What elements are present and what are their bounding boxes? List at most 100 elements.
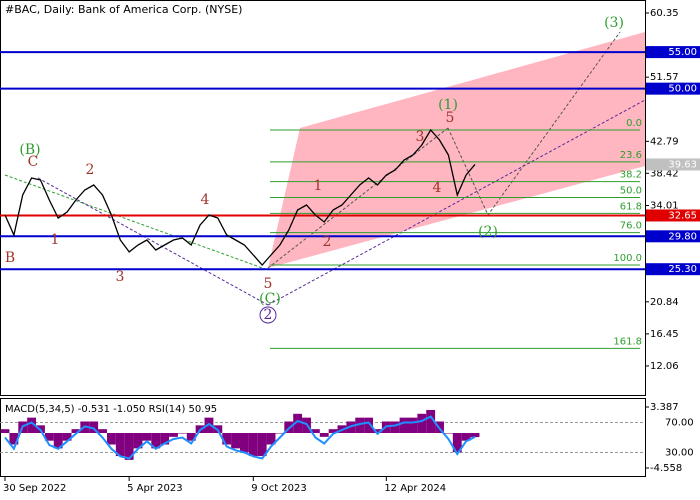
wave-line — [267, 127, 449, 269]
level-box — [646, 230, 700, 243]
macd-bar — [408, 417, 418, 434]
macd-bar — [310, 429, 320, 434]
level-label: 25.30 — [668, 264, 697, 275]
macd-bar — [151, 433, 161, 449]
y-tick-label: 34.01 — [650, 201, 679, 212]
x-tick-label: 5 Apr 2023 — [127, 483, 182, 494]
price-channel — [268, 32, 645, 268]
level-box — [646, 209, 700, 222]
wave-label: 3 — [116, 269, 125, 285]
macd-bar — [231, 433, 240, 449]
y-tick-label: 38.42 — [650, 168, 679, 179]
level-label: 50.00 — [668, 84, 697, 95]
wave-label: 4 — [201, 192, 210, 208]
fib-label: 23.6 — [620, 150, 642, 161]
macd-bar — [461, 433, 471, 441]
wave-circle — [259, 306, 277, 324]
macd-bar — [9, 433, 19, 445]
level-box — [646, 82, 700, 95]
macd-bar — [417, 413, 427, 434]
macd-bar — [0, 429, 10, 434]
indicator-title: MACD(5,34,5) -0.531 -1.050 RSI(14) 50.95 — [5, 404, 217, 415]
macd-bar — [186, 433, 196, 441]
macd-bar — [44, 433, 54, 441]
macd-bar — [248, 433, 258, 457]
macd-bar — [355, 417, 365, 434]
wave-label: B — [5, 250, 15, 266]
macd-bar — [27, 417, 37, 434]
wave-label: 3 — [416, 129, 425, 145]
macd-bar — [443, 433, 453, 434]
y-tick-label: 20.84 — [650, 297, 679, 308]
macd-bar — [124, 433, 134, 460]
wave-label: 1 — [314, 178, 323, 194]
wave-line — [37, 177, 269, 306]
macd-bar — [106, 433, 116, 445]
wave-label: 4 — [433, 180, 442, 196]
y-tick-label: 42.79 — [650, 136, 679, 147]
wave-label: (2) — [478, 224, 498, 240]
y-tick-label: -4.558 — [650, 463, 682, 474]
macd-bar — [204, 417, 214, 434]
macd-bar — [373, 429, 382, 434]
y-tick-label: 51.57 — [650, 72, 679, 83]
macd-bar — [390, 421, 400, 434]
y2-tick-label: 30.00 — [665, 448, 694, 459]
wave-line — [267, 99, 646, 306]
macd-bar — [89, 421, 99, 434]
wave-label: C — [28, 154, 39, 170]
level-box — [646, 46, 700, 59]
fib-label: 61.8 — [620, 201, 642, 212]
wave-label: 2 — [86, 162, 95, 178]
macd-bar — [275, 433, 285, 434]
y-tick-label: 3.387 — [650, 402, 679, 413]
macd-bar — [115, 433, 125, 457]
level-label: 32.65 — [668, 210, 697, 221]
macd-bar — [53, 433, 63, 449]
macd-bar — [240, 433, 249, 453]
x-tick-label: 9 Oct 2023 — [251, 483, 306, 494]
wave-label: (3) — [604, 15, 624, 31]
macd-bar — [470, 433, 480, 438]
wave-label: (1) — [438, 97, 458, 113]
macd-bar — [399, 417, 409, 434]
macd-bar — [160, 433, 170, 445]
level-box — [646, 263, 700, 276]
macd-bar — [62, 433, 72, 441]
macd-bar — [266, 433, 276, 445]
rsi-line — [4, 415, 476, 460]
level-label: 29.80 — [668, 231, 697, 242]
wave-label: 2 — [264, 307, 273, 323]
wave-label: (C) — [259, 291, 281, 307]
main-frame — [0, 0, 646, 396]
macd-bar — [71, 429, 81, 434]
macd-bar — [142, 433, 152, 441]
indicator-frame — [0, 398, 646, 477]
macd-bar — [328, 429, 338, 434]
y-tick-label: 60.35 — [650, 8, 679, 19]
wave-label: 1 — [51, 232, 60, 248]
fib-label: 50.0 — [620, 185, 642, 196]
macd-bar — [319, 433, 329, 437]
y-tick-label: 12.06 — [650, 361, 679, 372]
last-price-label: 39.63 — [668, 159, 697, 170]
macd-bar — [364, 417, 374, 434]
price-line — [4, 128, 476, 266]
wave-label: 2 — [323, 234, 332, 250]
chart-title: #BAC, Daily: Bank of America Corp. (NYSE… — [5, 3, 242, 16]
fib-label: 0.0 — [626, 118, 642, 129]
fib-label: 100.0 — [613, 253, 642, 264]
fib-label: 76.0 — [620, 221, 642, 232]
macd-bar — [426, 409, 436, 434]
wave-line — [4, 174, 269, 271]
macd-bar — [177, 433, 187, 434]
last-price-box — [646, 158, 700, 171]
fib-label: 38.2 — [620, 170, 642, 181]
y-tick-label: 16.45 — [650, 329, 679, 340]
fib-label: 161.8 — [613, 336, 642, 347]
macd-bar — [293, 413, 303, 434]
x-tick-label: 12 Apr 2024 — [384, 483, 446, 494]
macd-bar — [452, 433, 462, 453]
wave-label: (B) — [19, 142, 40, 158]
